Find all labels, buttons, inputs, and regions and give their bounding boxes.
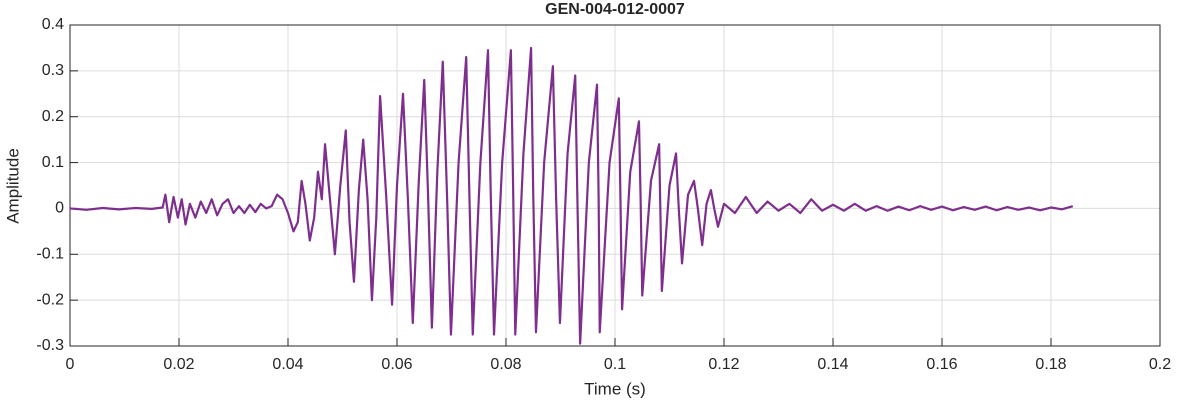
x-tick-label: 0.06 [381, 356, 412, 373]
x-tick-label: 0 [66, 356, 75, 373]
y-tick-label: 0.3 [42, 62, 64, 79]
y-axis-label: Amplitude [3, 148, 22, 224]
x-axis-label: Time (s) [584, 379, 646, 398]
y-tick-label: 0.1 [42, 154, 64, 171]
x-tick-label: 0.12 [708, 356, 739, 373]
y-tick-label: -0.1 [36, 246, 64, 263]
x-tick-label: 0.16 [926, 356, 957, 373]
y-tick-label: 0 [55, 200, 64, 217]
chart-title: GEN-004-012-0007 [545, 1, 685, 18]
x-tick-label: 0.2 [1149, 356, 1171, 373]
x-tick-label: 0.02 [163, 356, 194, 373]
x-tick-label: 0.18 [1035, 356, 1066, 373]
x-tick-label: 0.1 [604, 356, 626, 373]
y-tick-label: -0.2 [36, 291, 64, 308]
y-tick-label: 0.4 [42, 16, 64, 33]
y-tick-label: -0.3 [36, 337, 64, 354]
y-tick-label: 0.2 [42, 108, 64, 125]
x-tick-label: 0.08 [490, 356, 521, 373]
x-tick-label: 0.04 [272, 356, 303, 373]
x-tick-label: 0.14 [817, 356, 848, 373]
axes-box [69, 24, 1161, 347]
waveform-line [69, 46, 1074, 345]
